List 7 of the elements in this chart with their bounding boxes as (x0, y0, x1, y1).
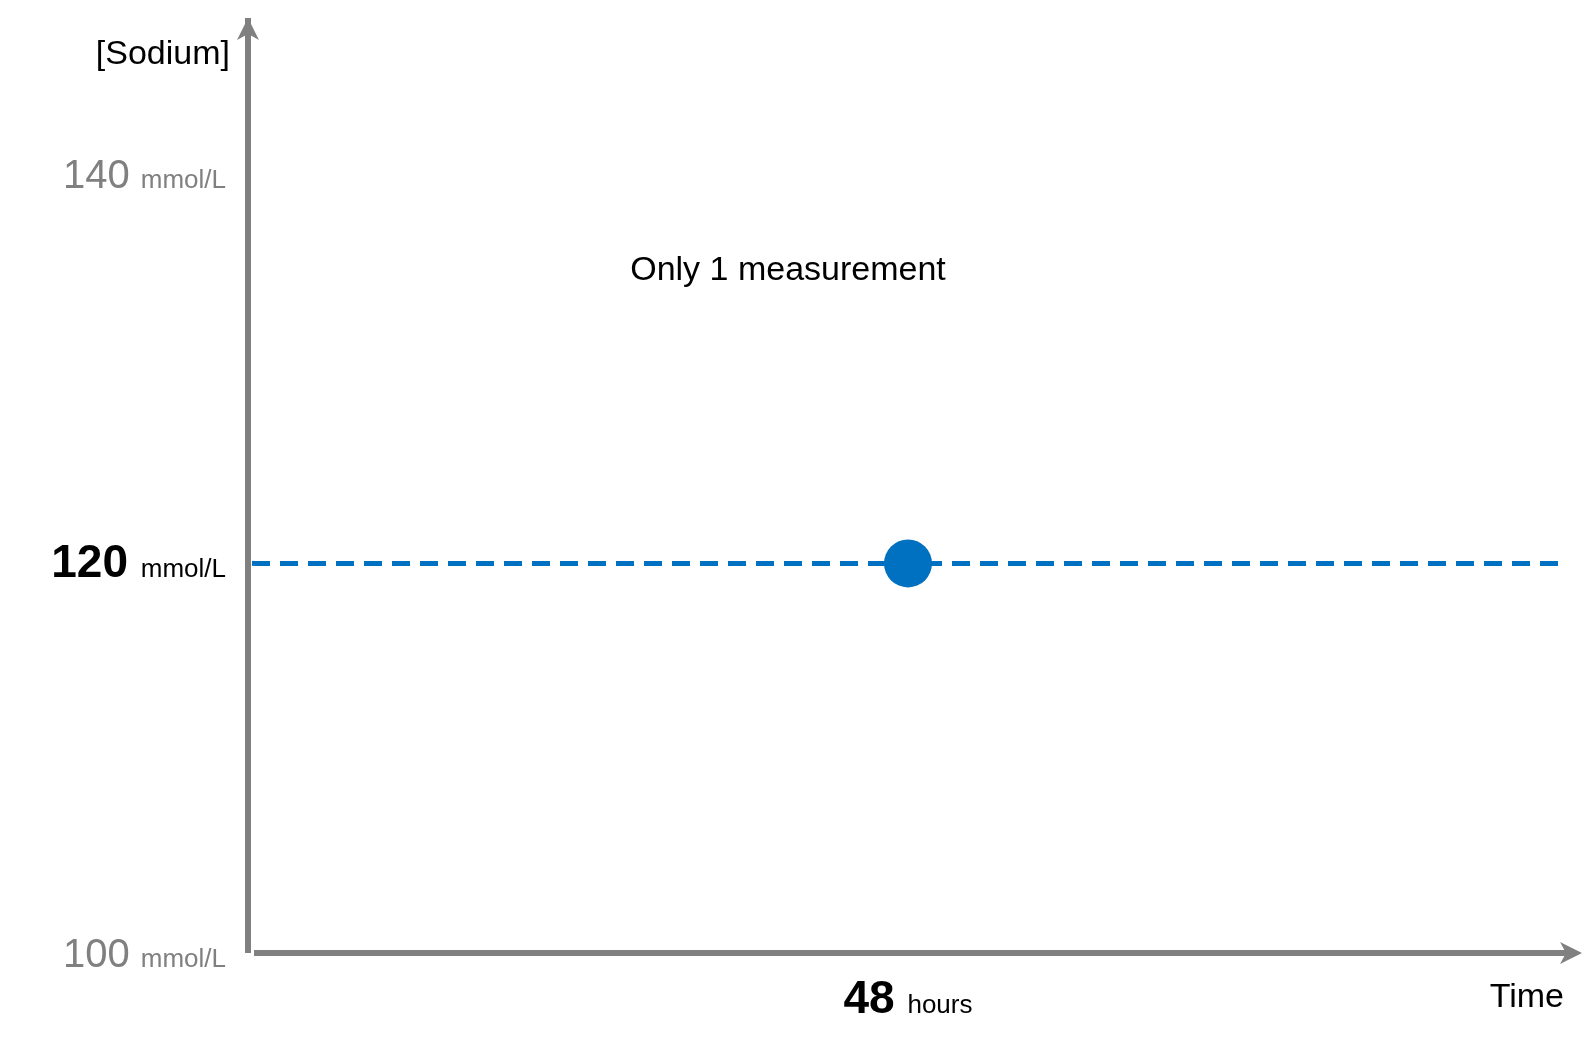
y-tick-label: 140 mmol/L (62, 151, 226, 196)
y-tick-label: 120 mmol/L (51, 535, 226, 588)
y-tick-label: 100 mmol/L (62, 931, 226, 975)
x-tick-label: 48 hours (843, 971, 973, 1023)
annotation: Only 1 measurement (630, 248, 947, 287)
x-axis-title: Time (1489, 976, 1564, 1014)
y-axis-title: [Sodium] (95, 33, 230, 71)
